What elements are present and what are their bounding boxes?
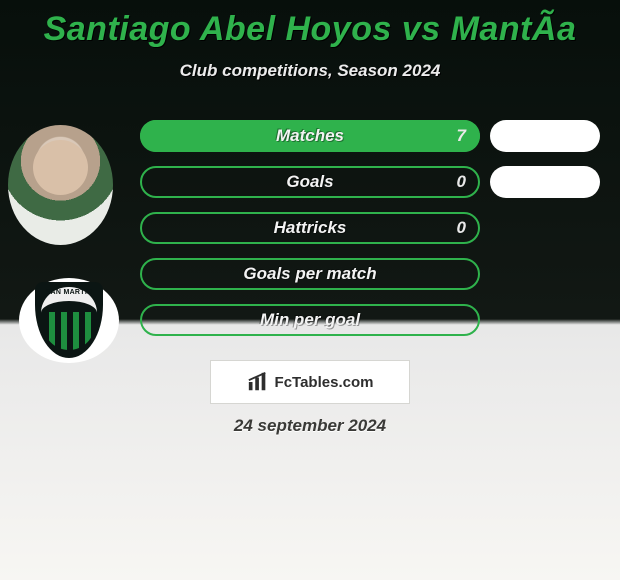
stat-label: Min per goal bbox=[140, 304, 480, 336]
attribution-label: FcTables.com bbox=[275, 374, 374, 391]
club-shield: SAN MARTIN bbox=[35, 282, 103, 358]
date-label: 24 september 2024 bbox=[0, 416, 620, 436]
comparison-card: Santiago Abel Hoyos vs MantÃ­a Club comp… bbox=[0, 0, 620, 580]
stat-row: Min per goal bbox=[140, 304, 480, 336]
stat-pill-right bbox=[490, 166, 600, 198]
page-subtitle: Club competitions, Season 2024 bbox=[0, 61, 620, 81]
stat-label: Goals bbox=[140, 166, 480, 198]
stat-row: Matches7 bbox=[140, 120, 480, 152]
stat-row: Goals per match bbox=[140, 258, 480, 290]
page-title: Santiago Abel Hoyos vs MantÃ­a bbox=[0, 0, 620, 49]
stat-label: Matches bbox=[140, 120, 480, 152]
shield-text: SAN MARTIN bbox=[35, 289, 103, 296]
attribution-box: FcTables.com bbox=[210, 360, 410, 404]
stat-value: 0 bbox=[457, 166, 466, 198]
stat-pill-right bbox=[490, 120, 600, 152]
stat-value: 7 bbox=[457, 120, 466, 152]
stat-bars-left: Matches7Goals0Hattricks0Goals per matchM… bbox=[140, 120, 480, 350]
shield-stripes bbox=[43, 312, 95, 350]
player-left-avatar bbox=[8, 125, 113, 245]
stat-pills-right bbox=[490, 120, 600, 212]
stat-row: Hattricks0 bbox=[140, 212, 480, 244]
stat-value: 0 bbox=[457, 212, 466, 244]
stat-label: Hattricks bbox=[140, 212, 480, 244]
club-badge: SAN MARTIN bbox=[19, 278, 119, 363]
stat-row: Goals0 bbox=[140, 166, 480, 198]
stat-label: Goals per match bbox=[140, 258, 480, 290]
bars-icon bbox=[247, 371, 269, 393]
